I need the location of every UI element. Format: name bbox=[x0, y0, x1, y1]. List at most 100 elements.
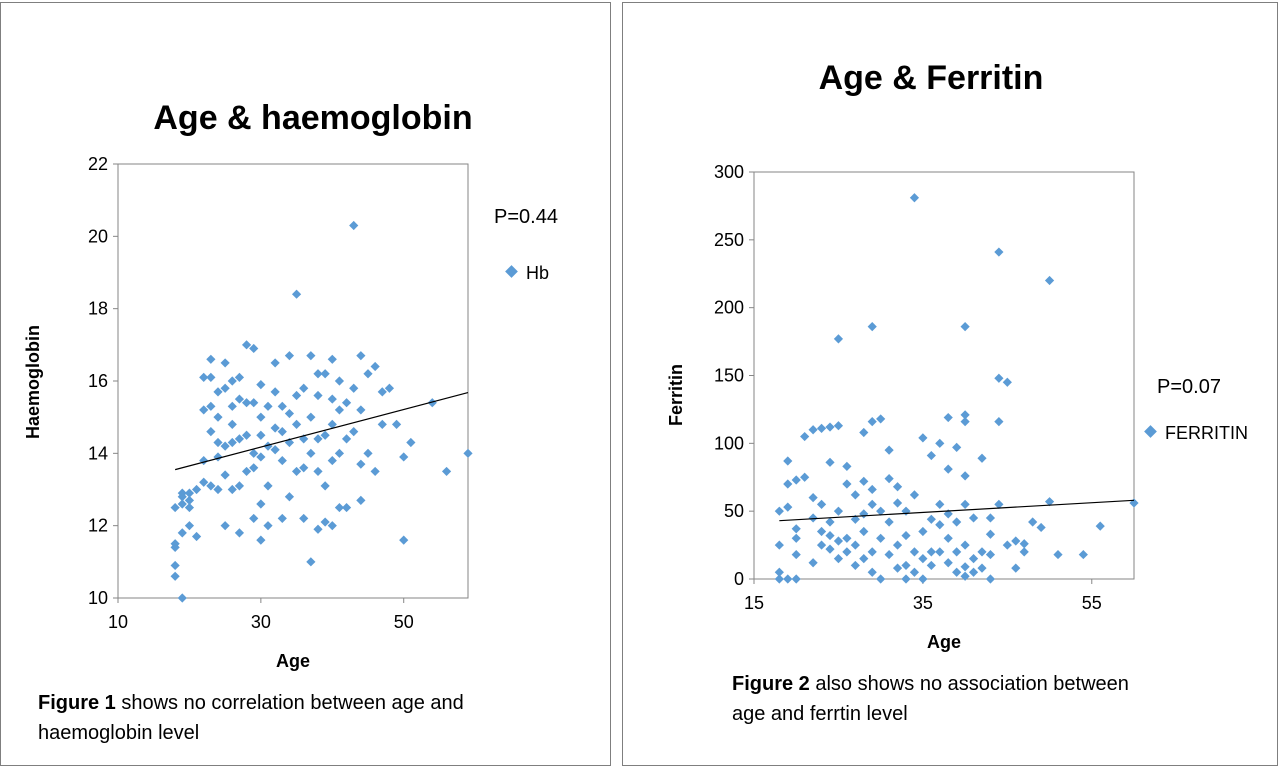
data-point bbox=[377, 387, 387, 397]
data-point bbox=[926, 450, 936, 461]
data-point bbox=[234, 481, 245, 491]
data-point bbox=[241, 430, 252, 440]
data-point bbox=[341, 502, 352, 513]
data-point bbox=[825, 422, 835, 432]
data-point bbox=[1019, 539, 1029, 549]
y-tick-label: 12 bbox=[88, 516, 108, 536]
y-tick-label: 100 bbox=[714, 433, 744, 453]
data-point bbox=[994, 373, 1004, 383]
data-point bbox=[1044, 275, 1055, 286]
data-point bbox=[249, 398, 259, 408]
data-point bbox=[199, 455, 209, 466]
data-point bbox=[842, 547, 852, 557]
data-point bbox=[833, 421, 844, 431]
chart-panel-haemoglobin: Age & haemoglobin P=0.44 Hb Age Haemoglo… bbox=[0, 2, 611, 766]
data-point bbox=[985, 513, 996, 523]
data-point bbox=[859, 427, 869, 438]
data-point bbox=[892, 482, 903, 492]
data-point bbox=[968, 513, 979, 523]
data-point bbox=[263, 441, 273, 451]
data-point bbox=[943, 533, 953, 543]
data-point bbox=[867, 322, 877, 332]
data-point bbox=[876, 533, 886, 543]
data-point bbox=[918, 433, 928, 443]
data-point bbox=[284, 408, 295, 419]
data-point bbox=[177, 499, 187, 509]
data-point bbox=[427, 398, 437, 408]
data-point bbox=[213, 484, 223, 495]
data-point bbox=[816, 526, 827, 537]
data-point bbox=[277, 513, 287, 524]
data-point bbox=[842, 479, 852, 489]
data-point bbox=[234, 394, 245, 404]
data-point bbox=[1036, 522, 1046, 533]
data-point bbox=[220, 521, 230, 531]
data-point bbox=[299, 463, 309, 473]
data-point bbox=[256, 380, 266, 390]
data-point bbox=[791, 533, 801, 543]
data-point bbox=[270, 387, 280, 397]
data-point bbox=[191, 484, 202, 495]
data-point bbox=[227, 376, 237, 386]
x-axis-label: Age bbox=[927, 632, 961, 652]
data-point bbox=[943, 509, 953, 519]
data-point bbox=[356, 459, 366, 469]
data-point bbox=[213, 412, 223, 422]
data-point bbox=[399, 535, 409, 545]
data-point bbox=[249, 463, 259, 473]
data-point bbox=[774, 540, 784, 550]
data-point bbox=[356, 495, 366, 505]
data-point bbox=[320, 481, 330, 491]
data-point bbox=[213, 387, 223, 397]
data-point bbox=[241, 340, 252, 350]
data-point bbox=[256, 430, 266, 440]
data-point bbox=[952, 442, 962, 453]
data-point bbox=[199, 405, 209, 415]
data-point bbox=[892, 540, 903, 550]
data-point bbox=[270, 445, 280, 455]
data-point bbox=[370, 361, 380, 372]
data-point bbox=[1053, 549, 1063, 560]
data-point bbox=[791, 574, 801, 584]
data-point bbox=[227, 419, 237, 429]
data-point bbox=[191, 531, 202, 542]
data-point bbox=[277, 455, 287, 466]
data-point bbox=[406, 437, 416, 448]
data-point bbox=[213, 437, 223, 448]
trendline bbox=[779, 499, 1135, 522]
data-point bbox=[306, 351, 316, 361]
data-point bbox=[356, 351, 366, 361]
data-point bbox=[884, 549, 894, 560]
data-point bbox=[977, 563, 987, 573]
data-point bbox=[850, 490, 860, 500]
figure-caption: Figure 2 also shows no association betwe… bbox=[732, 669, 1252, 729]
data-point bbox=[313, 466, 323, 477]
y-tick-label: 0 bbox=[734, 569, 744, 589]
data-point bbox=[341, 398, 352, 408]
legend-label: FERRITIN bbox=[1165, 423, 1248, 443]
data-point bbox=[313, 524, 323, 534]
caption-text-line2: age and ferrtin level bbox=[732, 703, 908, 725]
data-point bbox=[170, 571, 180, 581]
data-point bbox=[227, 437, 237, 448]
y-tick-label: 50 bbox=[724, 501, 744, 521]
y-axis-label: Haemoglobin bbox=[23, 325, 43, 439]
data-point bbox=[391, 419, 402, 429]
data-point bbox=[263, 481, 273, 491]
data-point bbox=[170, 539, 180, 549]
data-point bbox=[327, 455, 337, 466]
data-point bbox=[985, 529, 996, 539]
data-point bbox=[960, 540, 970, 550]
data-point bbox=[306, 412, 316, 422]
data-point bbox=[220, 383, 230, 393]
data-point bbox=[306, 557, 316, 567]
data-point bbox=[960, 410, 970, 420]
data-point bbox=[1078, 549, 1088, 560]
data-point bbox=[384, 383, 395, 393]
data-point bbox=[1095, 521, 1105, 531]
legend-marker bbox=[505, 265, 518, 278]
data-point bbox=[876, 414, 886, 424]
data-point bbox=[206, 372, 216, 382]
caption-label: Figure 1 bbox=[38, 692, 116, 714]
x-tick-label: 15 bbox=[744, 593, 764, 613]
